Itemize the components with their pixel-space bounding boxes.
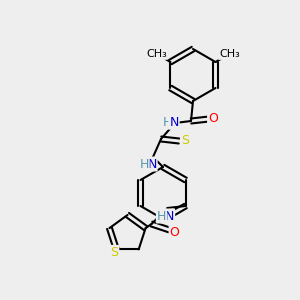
- Text: O: O: [169, 226, 179, 238]
- Text: CH₃: CH₃: [219, 49, 240, 59]
- Text: CH₃: CH₃: [146, 49, 167, 59]
- Text: N: N: [169, 116, 179, 128]
- Text: N: N: [165, 209, 174, 223]
- Text: H: H: [139, 158, 149, 170]
- Text: S: S: [110, 246, 118, 259]
- Text: S: S: [181, 134, 189, 148]
- Text: H: H: [162, 116, 172, 128]
- Text: N: N: [147, 158, 157, 170]
- Text: H: H: [157, 209, 166, 223]
- Text: O: O: [208, 112, 218, 125]
